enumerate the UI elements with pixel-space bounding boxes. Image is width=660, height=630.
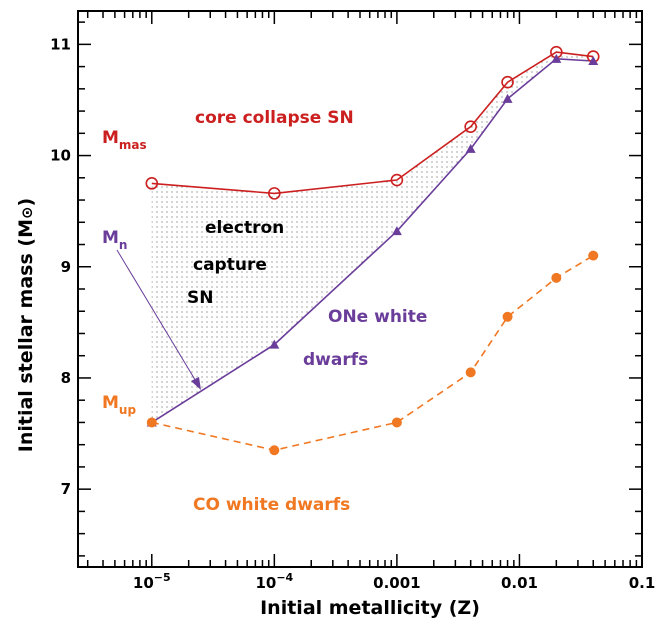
region-label-electron: electron xyxy=(205,218,284,238)
mn-arrow xyxy=(116,249,201,389)
series-line-mmas xyxy=(151,51,594,195)
series-markers-layer xyxy=(145,45,600,456)
y-tick-label-1: 8 xyxy=(61,369,71,387)
data-point-mup-4 xyxy=(502,311,513,322)
data-point-mmas-3 xyxy=(464,120,477,133)
data-point-mn-4 xyxy=(502,93,513,103)
data-point-mn-5 xyxy=(551,53,562,63)
shaded-region-layer xyxy=(151,52,594,423)
x-tick-label-4: 0.1 xyxy=(629,574,656,592)
x-axis-title: Initial metallicity (Z) xyxy=(260,597,480,619)
region-label-core-collapse: core collapse SN xyxy=(195,108,354,128)
y-tick-label-2: 9 xyxy=(61,258,71,276)
y-axis-title-close: ) xyxy=(15,198,37,207)
data-point-mmas-1 xyxy=(268,187,281,200)
y-axis-title-main: Initial stellar mass (M xyxy=(15,219,37,452)
data-point-mn-6 xyxy=(588,56,599,66)
data-point-mup-3 xyxy=(465,367,476,378)
x-tick-label-1: 10−4 xyxy=(255,571,293,592)
data-point-mn-1 xyxy=(269,339,280,349)
series-label-mn-sub: n xyxy=(119,238,128,252)
y-tick-label-0: 7 xyxy=(61,480,71,498)
shaded-region-electron-capture xyxy=(151,52,594,423)
data-point-mup-0 xyxy=(146,417,157,428)
x-tick-label-0: 10−5 xyxy=(133,571,171,592)
y-tick-label-4: 11 xyxy=(50,35,71,53)
region-label-sn: SN xyxy=(187,288,213,308)
data-point-mup-2 xyxy=(391,417,402,428)
region-label-capture: capture xyxy=(193,255,267,275)
region-label-dwarfs: dwarfs xyxy=(303,350,368,370)
data-point-mup-6 xyxy=(588,250,599,261)
axis-ticks-layer xyxy=(78,11,643,567)
y-tick-label-3: 10 xyxy=(50,147,71,165)
data-point-mn-3 xyxy=(465,143,476,153)
series-label-mmas-sub: mas xyxy=(119,138,147,152)
data-point-mmas-4 xyxy=(501,75,514,89)
data-point-mup-1 xyxy=(269,445,280,456)
series-label-mup: Mup xyxy=(102,393,136,417)
series-label-mn-main: M xyxy=(102,228,119,248)
series-label-mup-main: M xyxy=(102,393,119,413)
x-tick-label-3: 0.01 xyxy=(501,574,538,592)
y-axis-title: Initial stellar mass (M⊙) xyxy=(15,198,37,452)
data-point-mmas-0 xyxy=(145,177,159,190)
x-tick-label-2: 0.001 xyxy=(373,574,420,592)
tick-labels-layer: 10−5 10−4 0.001 0.01 0.1 7 8 9 10 11 xyxy=(50,35,655,592)
data-point-mmas-2 xyxy=(390,173,404,187)
series-label-mn: Mn xyxy=(102,228,127,252)
mn-arrow-head xyxy=(191,377,201,390)
data-point-mup-5 xyxy=(551,272,562,283)
region-label-one-white: ONe white xyxy=(328,307,427,327)
series-label-mup-sub: up xyxy=(119,403,137,417)
region-label-co-white-dwarfs: CO white dwarfs xyxy=(193,495,350,515)
series-label-mmas: Mmas xyxy=(102,128,147,152)
sun-symbol: ⊙ xyxy=(18,206,36,219)
data-point-mn-2 xyxy=(391,226,402,236)
series-label-mmas-main: M xyxy=(102,128,119,148)
